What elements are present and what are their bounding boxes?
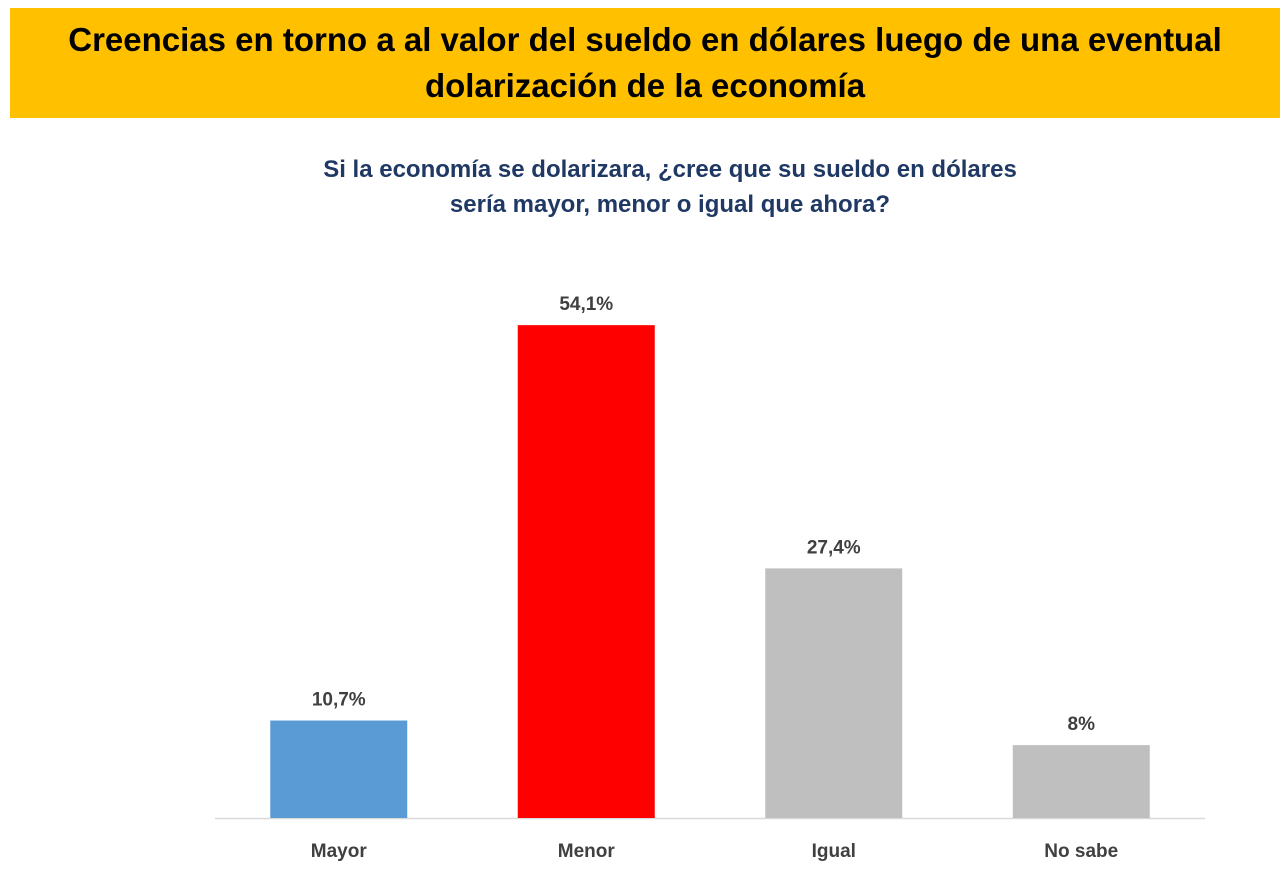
- chart-subtitle: Si la economía se dolarizara, ¿cree que …: [0, 152, 1280, 222]
- category-label-no-sabe: No sabe: [1044, 841, 1118, 862]
- title-banner: Creencias en torno a al valor del sueldo…: [10, 8, 1280, 118]
- bar-menor: [517, 325, 655, 818]
- value-label-menor: 54,1%: [559, 294, 613, 315]
- category-label-menor: Menor: [558, 841, 616, 862]
- value-labels-layer: 10,7% 54,1% 27,4% 8%: [312, 294, 1095, 735]
- category-label-mayor: Mayor: [311, 841, 368, 862]
- chart-subtitle-line-1: Si la economía se dolarizara, ¿cree que …: [323, 156, 1017, 183]
- bar-mayor: [270, 720, 408, 818]
- value-label-no-sabe: 8%: [1068, 714, 1096, 735]
- value-label-igual: 27,4%: [807, 537, 861, 558]
- page-title: Creencias en torno a al valor del sueldo…: [68, 21, 1222, 104]
- bar-no-sabe: [1012, 745, 1150, 818]
- category-label-igual: Igual: [812, 841, 856, 862]
- value-label-mayor: 10,7%: [312, 690, 366, 711]
- chart-subtitle-line-2: sería mayor, menor o igual que ahora?: [449, 191, 891, 218]
- bars-layer: [270, 325, 1150, 818]
- category-labels-layer: Mayor Menor Igual No sabe: [311, 841, 1118, 862]
- bar-igual: [765, 568, 903, 818]
